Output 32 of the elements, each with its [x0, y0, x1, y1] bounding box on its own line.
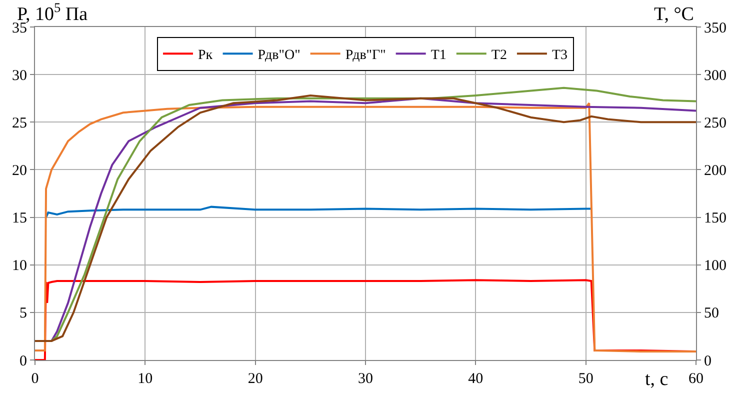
x-tick-label: 0: [31, 371, 39, 387]
x-axis-title: t, с: [645, 369, 668, 390]
y2-tick-label: 250: [704, 115, 726, 132]
y-tick-label: 20: [12, 162, 27, 179]
y-tick-label: 35: [12, 20, 27, 36]
y2-tick-label: 200: [704, 162, 726, 179]
y2-tick-label: 50: [704, 306, 719, 322]
y-tick-label: 25: [12, 115, 27, 132]
x-tick-label: 10: [138, 371, 153, 387]
legend-label: Т3: [552, 48, 568, 64]
legend-label: Рк: [198, 48, 213, 64]
y-tick-label: 10: [12, 258, 27, 274]
y2-tick-label: 0: [704, 353, 712, 370]
y-tick-label: 15: [12, 210, 27, 227]
x-tick-label: 20: [248, 371, 263, 387]
legend-label: Т1: [430, 48, 446, 64]
y2-tick-label: 150: [704, 210, 726, 227]
y2-tick-label: 350: [704, 20, 726, 36]
legend-label: Рдв"Г": [345, 48, 386, 64]
x-tick-label: 40: [468, 371, 484, 387]
legend-label: Рдв"О": [258, 48, 300, 64]
x-tick-label: 60: [688, 371, 704, 387]
y-tick-label: 5: [20, 306, 27, 322]
line-series: [45, 206, 592, 218]
y-tick-label: 0: [20, 353, 27, 370]
y2-tick-label: 100: [704, 258, 726, 274]
y-tick-label: 30: [12, 68, 27, 84]
legend-label: Т2: [491, 48, 507, 64]
y2-tick-label: 300: [704, 68, 726, 84]
x-tick-label: 30: [358, 371, 373, 387]
y2-axis-title: T, °C: [654, 4, 694, 25]
x-tick-label: 50: [578, 371, 594, 387]
